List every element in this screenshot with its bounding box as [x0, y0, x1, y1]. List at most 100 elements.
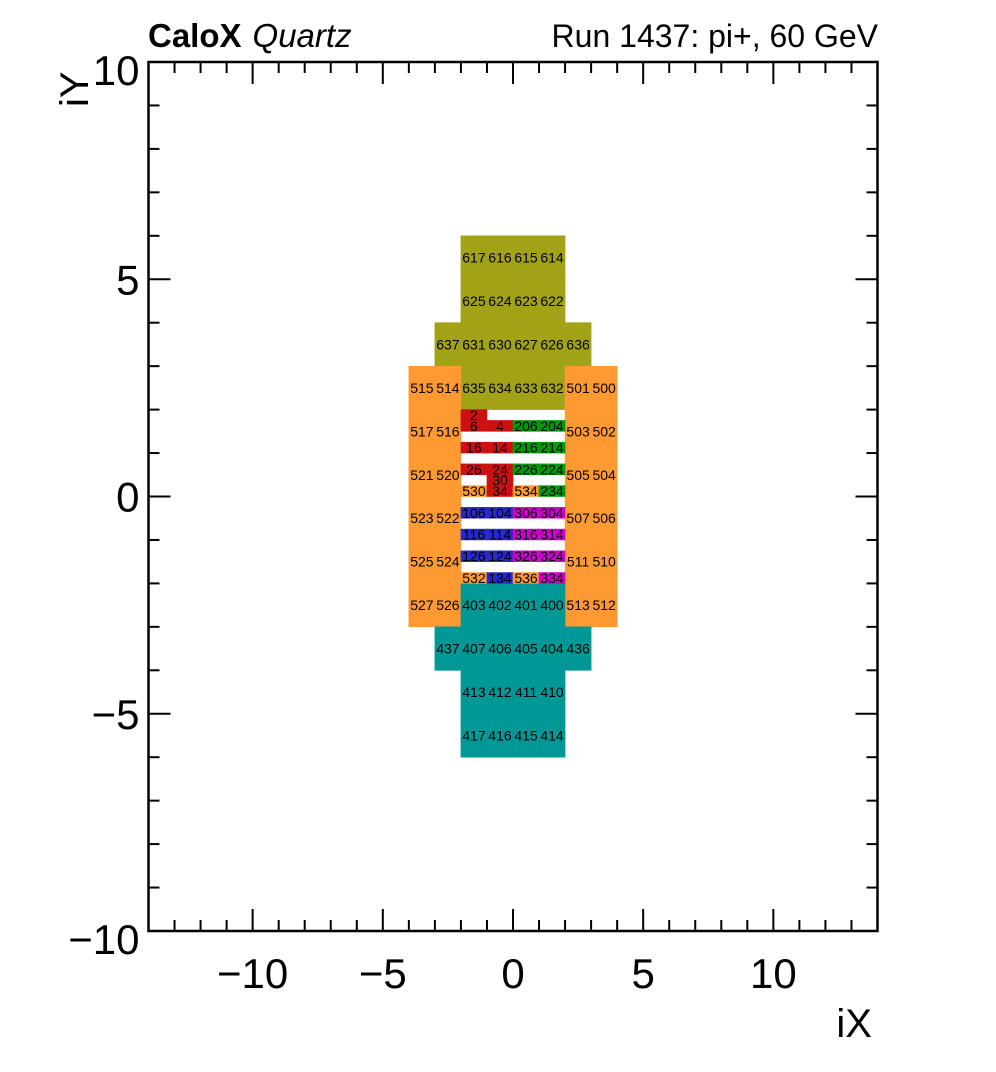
- cell-label: 16: [466, 440, 482, 456]
- cell-label: 510: [592, 554, 616, 570]
- calo-cell: [590, 583, 618, 628]
- calo-cell: [434, 409, 462, 454]
- calo-cell: [564, 365, 592, 410]
- cell-label: 513: [566, 597, 590, 613]
- cell-label: 636: [566, 336, 590, 352]
- cell-label: 224: [540, 461, 564, 477]
- calo-cell: [538, 441, 566, 454]
- calo-cell: [538, 278, 566, 324]
- cell-label: 216: [514, 440, 538, 456]
- calo-cell: [486, 626, 514, 671]
- cell-label: 634: [488, 380, 512, 396]
- cell-label: 623: [514, 293, 538, 309]
- cell-label: 324: [540, 548, 564, 564]
- calo-cell: [434, 626, 462, 671]
- calo-cell: [408, 583, 436, 628]
- y-tick-label: 5: [116, 256, 139, 303]
- y-tick-label: −5: [92, 691, 140, 738]
- cell-label: 616: [488, 250, 512, 266]
- calo-cell: [538, 420, 566, 432]
- cell-label: 407: [462, 641, 486, 657]
- cell-label: 400: [540, 597, 564, 613]
- y-tick-label: 10: [93, 47, 140, 94]
- calo-cell: [512, 669, 540, 715]
- calo-cell: [486, 365, 514, 410]
- cell-label: 6: [470, 418, 478, 434]
- x-tick-label: −10: [217, 950, 288, 997]
- cell-label: 525: [410, 554, 434, 570]
- cell-label: 503: [566, 423, 590, 439]
- calo-cell: [512, 713, 540, 758]
- cell-label: 411: [515, 684, 538, 700]
- cell-label: 517: [410, 423, 434, 439]
- calo-cell: [538, 528, 566, 541]
- calo-cell: [460, 713, 488, 758]
- cell-label: 414: [540, 727, 564, 743]
- cell-label: 417: [462, 727, 486, 743]
- cell-label: 226: [514, 461, 538, 477]
- cell-label: 234: [540, 483, 564, 499]
- cell-label: 124: [488, 548, 512, 564]
- cell-label: 523: [410, 510, 434, 526]
- calo-cell: [486, 235, 514, 280]
- cell-label: 416: [488, 727, 512, 743]
- cell-label: 412: [488, 684, 512, 700]
- cell-label: 632: [540, 380, 564, 396]
- calo-cell: [538, 669, 566, 715]
- detector-title: Quartz: [252, 17, 352, 54]
- calo-cell: [408, 539, 436, 584]
- calo-cell: [512, 626, 540, 671]
- cell-label: 625: [462, 293, 486, 309]
- cell-label: 436: [566, 641, 590, 657]
- y-tick-label: 0: [116, 474, 139, 521]
- cell-label: 405: [514, 641, 538, 657]
- cell-label: 515: [410, 380, 434, 396]
- calo-cell: [486, 278, 514, 324]
- calo-cell: [538, 463, 566, 476]
- calo-cell: [564, 539, 592, 584]
- cell-label: 521: [410, 467, 434, 483]
- calo-cell: [512, 365, 540, 410]
- cell-label: 527: [410, 597, 434, 613]
- cell-label: 326: [514, 548, 538, 564]
- y-axis-title: iY: [53, 71, 97, 107]
- cell-label: 511: [567, 554, 590, 570]
- calo-cell: [434, 365, 462, 410]
- cell-label: 532: [462, 570, 486, 586]
- calo-cell: [538, 626, 566, 671]
- cell-label: 214: [540, 440, 564, 456]
- x-tick-label: −5: [359, 950, 407, 997]
- cell-label: 314: [540, 527, 564, 543]
- cell-label: 316: [514, 527, 538, 543]
- calo-cell: [564, 626, 592, 671]
- cell-label: 206: [514, 418, 538, 434]
- calo-cell: [538, 572, 566, 584]
- calo-cell: [434, 539, 462, 584]
- calo-cell: [486, 669, 514, 715]
- cell-label: 622: [540, 293, 564, 309]
- cell-label: 437: [436, 641, 460, 657]
- cell-label: 204: [540, 418, 564, 434]
- cell-label: 627: [514, 336, 538, 352]
- calo-cell: [408, 496, 436, 541]
- plot-frame: [147, 60, 879, 933]
- cell-label: 4: [496, 418, 504, 434]
- tick-layer: [148, 62, 878, 931]
- cell-label: 526: [436, 597, 460, 613]
- cell-label: 403: [462, 597, 486, 613]
- cell-label: 24: [492, 461, 508, 477]
- calo-cell: [408, 365, 436, 410]
- cell-label: 520: [436, 467, 460, 483]
- cell-label: 534: [514, 483, 538, 499]
- cell-label: 104: [488, 505, 512, 521]
- cell-label: 524: [436, 554, 460, 570]
- cell-label: 506: [592, 510, 616, 526]
- cell-label: 624: [488, 293, 512, 309]
- calo-cell: [538, 507, 566, 519]
- title-bar: CaloX Quartz Run 1437: pi+, 60 GeV: [148, 17, 878, 55]
- cell-label: 404: [540, 641, 564, 657]
- cell-label: 126: [462, 548, 486, 564]
